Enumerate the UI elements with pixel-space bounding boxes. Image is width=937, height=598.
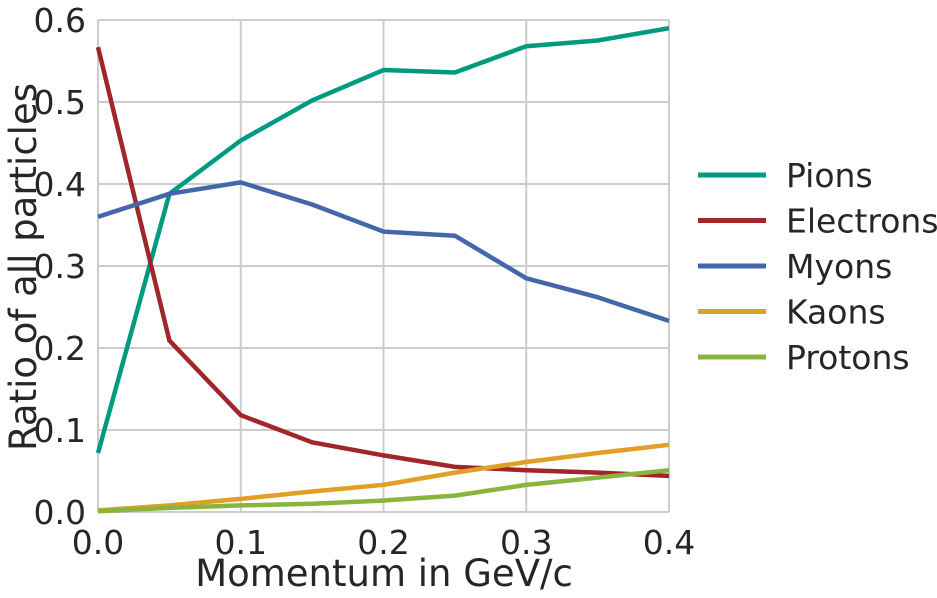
series-line-protons — [97, 467, 670, 514]
series-layer — [95, 25, 670, 514]
y-axis-label: Ratio of all particles — [2, 83, 45, 451]
series-line-kaons — [97, 442, 670, 513]
legend-label-kaons: Kaons — [786, 293, 886, 332]
tick-labels: 0.0 0.1 0.2 0.3 0.4 0.0 0.1 0.2 0.3 0.4 0.5 0.6 — [34, 1, 696, 562]
x-tick-label: 0.0 — [72, 523, 124, 562]
x-axis-label: Momentum in GeV/c — [195, 552, 573, 595]
legend-label-myons: Myons — [786, 247, 892, 286]
legend: Pions Electrons Myons Kaons Protons — [698, 156, 937, 377]
y-tick-label: 0.1 — [34, 411, 86, 450]
x-tick-label: 0.2 — [357, 523, 409, 562]
y-tick-label: 0.4 — [34, 165, 86, 204]
x-tick-label: 0.3 — [500, 523, 552, 562]
series-line-electrons — [95, 46, 670, 479]
grid — [97, 19, 670, 513]
x-tick-label: 0.4 — [643, 523, 695, 562]
y-tick-label: 0.2 — [34, 329, 86, 368]
y-tick-label: 0.0 — [34, 493, 86, 532]
legend-label-protons: Protons — [786, 338, 910, 377]
series-line-pions — [95, 25, 670, 454]
legend-label-pions: Pions — [786, 156, 873, 195]
x-tick-label: 0.1 — [215, 523, 267, 562]
y-tick-label: 0.5 — [34, 83, 86, 122]
series-line-myons — [97, 180, 670, 324]
legend-label-electrons: Electrons — [786, 202, 937, 241]
y-tick-label: 0.3 — [34, 247, 86, 286]
y-tick-label: 0.6 — [34, 1, 86, 40]
